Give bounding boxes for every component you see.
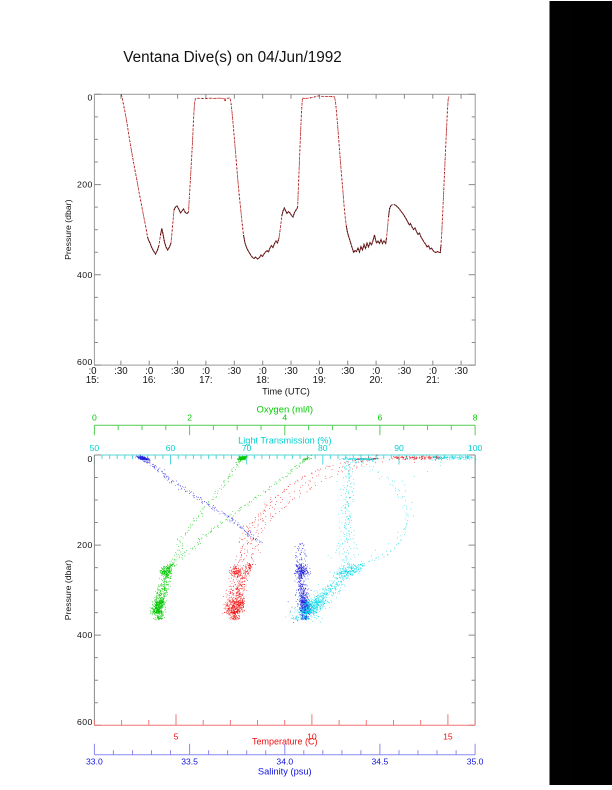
svg-text:0: 0 [88, 93, 93, 103]
svg-text:17:: 17: [199, 375, 212, 386]
svg-text:33.0: 33.0 [86, 756, 103, 766]
svg-text:600: 600 [77, 357, 93, 367]
svg-text:Ventana Dive(s) on 04/Jun/1992: Ventana Dive(s) on 04/Jun/1992 [123, 49, 342, 66]
svg-text:90: 90 [394, 443, 404, 453]
svg-text:16:: 16: [142, 375, 155, 386]
svg-text:400: 400 [77, 270, 93, 280]
svg-text:200: 200 [77, 540, 93, 550]
svg-text:20:: 20: [369, 375, 382, 386]
svg-text:Salinity (psu): Salinity (psu) [258, 766, 312, 776]
svg-text::30: :30 [341, 366, 355, 377]
svg-text::30: :30 [228, 366, 242, 377]
svg-text:19:: 19: [313, 375, 326, 386]
svg-text::30: :30 [454, 366, 468, 377]
svg-text::30: :30 [284, 366, 298, 377]
svg-text:6: 6 [378, 413, 383, 423]
svg-text::30: :30 [114, 366, 128, 377]
svg-text:8: 8 [473, 413, 478, 423]
svg-text:5: 5 [174, 731, 179, 741]
svg-text::30: :30 [398, 366, 412, 377]
svg-text:50: 50 [90, 443, 100, 453]
svg-text:Light Transmission (%): Light Transmission (%) [238, 435, 331, 445]
svg-text::30: :30 [171, 366, 185, 377]
svg-text:18:: 18: [256, 375, 269, 386]
svg-text:33.5: 33.5 [181, 756, 198, 766]
svg-text:34.0: 34.0 [276, 756, 293, 766]
svg-text:15: 15 [443, 731, 453, 741]
svg-text:15:: 15: [86, 375, 99, 386]
svg-text:200: 200 [77, 180, 93, 190]
svg-text:21:: 21: [426, 375, 439, 386]
svg-text:2: 2 [187, 413, 192, 423]
svg-text:100: 100 [468, 443, 483, 453]
svg-text:600: 600 [77, 717, 93, 727]
svg-text:Pressure (dbar): Pressure (dbar) [63, 560, 73, 620]
svg-text:35.0: 35.0 [467, 756, 484, 766]
svg-text:0: 0 [88, 454, 93, 464]
svg-text:Pressure (dbar): Pressure (dbar) [63, 199, 73, 259]
svg-text:Time (UTC): Time (UTC) [262, 386, 310, 396]
svg-text:0: 0 [92, 413, 97, 423]
svg-text:Oxygen (ml/l): Oxygen (ml/l) [257, 405, 313, 416]
svg-text:34.5: 34.5 [372, 756, 389, 766]
svg-text:60: 60 [166, 443, 176, 453]
svg-text:400: 400 [77, 630, 93, 640]
